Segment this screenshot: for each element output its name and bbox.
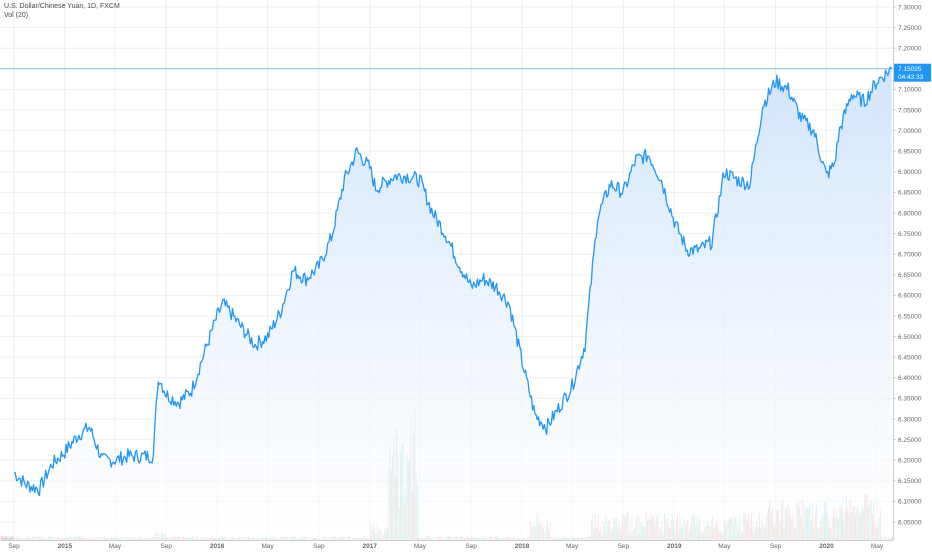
price-area [14, 67, 892, 540]
y-tick-label: 6.80000 [898, 210, 922, 217]
volume-bar [10, 536, 11, 540]
x-tick-label: May [109, 543, 122, 550]
y-tick-label: 7.00000 [898, 128, 922, 135]
volume-title: Vol (20) [4, 12, 29, 19]
y-tick-label: 7.20000 [898, 46, 922, 53]
volume-bar [1, 538, 2, 540]
x-tick-label: Sep [160, 543, 172, 550]
volume-bar [8, 537, 10, 540]
last-price-badge [894, 63, 931, 82]
y-tick-label: 6.35000 [898, 396, 922, 403]
y-tick-label: 6.50000 [898, 334, 922, 341]
x-tick-label: 2020 [819, 543, 834, 550]
y-tick-label: 6.30000 [898, 416, 922, 423]
y-tick-label: 6.75000 [898, 231, 922, 238]
x-tick-label: May [566, 543, 579, 550]
x-tick-label: Sep [313, 543, 325, 550]
y-tick-label: 7.30000 [898, 4, 922, 11]
y-tick-label: 6.65000 [898, 272, 922, 279]
y-tick-label: 6.85000 [898, 190, 922, 197]
y-tick-label: 6.95000 [898, 149, 922, 156]
countdown-timer: 04:43:33 [898, 74, 924, 81]
volume-bar [891, 537, 893, 540]
x-tick-label: Sep [465, 543, 477, 550]
x-tick-label: 2017 [363, 543, 378, 550]
volume-bar [3, 537, 5, 540]
x-tick-label: 2015 [58, 543, 73, 550]
volume-bar [11, 536, 13, 540]
symbol-title: U.S. Dollar/Chinese Yuan, 1D, FXCM [4, 3, 120, 10]
y-tick-label: 7.05000 [898, 107, 922, 114]
x-tick-label: May [718, 543, 731, 550]
volume-bar [2, 536, 4, 540]
x-tick-label: 2019 [667, 543, 682, 550]
x-tick-label: Sep [8, 543, 20, 550]
x-tick-label: May [871, 543, 884, 550]
x-tick-label: 2018 [515, 543, 530, 550]
y-tick-label: 6.90000 [898, 169, 922, 176]
y-tick-label: 6.60000 [898, 293, 922, 300]
y-tick-label: 6.15000 [898, 478, 922, 485]
price-axis-panel [893, 0, 932, 550]
y-tick-label: 6.05000 [898, 519, 922, 526]
y-tick-label: 6.20000 [898, 458, 922, 465]
x-tick-label: 2016 [210, 543, 225, 550]
last-price-value: 7.15025 [898, 66, 922, 73]
volume-bar [7, 536, 9, 540]
y-tick-label: 6.70000 [898, 252, 922, 259]
volume-bar [4, 536, 6, 540]
y-tick-label: 7.10000 [898, 87, 922, 94]
x-tick-label: May [261, 543, 274, 550]
y-tick-label: 7.25000 [898, 25, 922, 32]
y-tick-label: 6.25000 [898, 437, 922, 444]
y-tick-label: 6.45000 [898, 355, 922, 362]
volume-bar [12, 536, 14, 540]
x-tick-label: Sep [618, 543, 630, 550]
x-tick-label: Sep [770, 543, 782, 550]
x-tick-label: May [414, 543, 427, 550]
price-line [13, 66, 893, 497]
y-tick-label: 6.55000 [898, 313, 922, 320]
y-tick-label: 6.10000 [898, 499, 922, 506]
volume-bar [6, 537, 8, 540]
y-tick-label: 6.40000 [898, 375, 922, 382]
